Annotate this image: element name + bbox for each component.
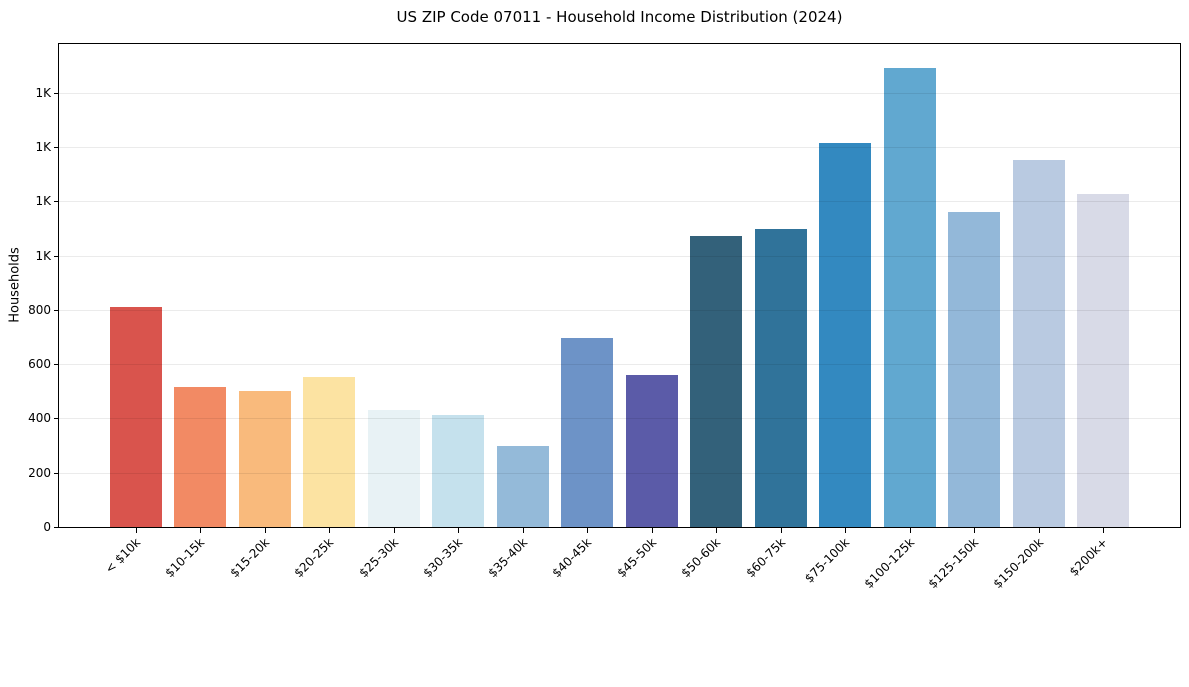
y-tick-mark	[54, 92, 59, 94]
x-tick-label: $50-60k	[678, 535, 724, 581]
bar	[1077, 193, 1130, 527]
y-tick-label: 0	[43, 520, 51, 534]
x-tick-label: $150-200k	[990, 535, 1046, 591]
bar	[496, 446, 549, 527]
x-tick-label: $25-30k	[356, 535, 401, 581]
x-tick-label: $200k+	[1066, 535, 1111, 579]
bar	[303, 376, 356, 527]
y-tick-label: 1K	[35, 194, 51, 209]
x-tick-label: $35-40k	[485, 535, 530, 581]
bar	[625, 374, 678, 527]
figure: { "chart_data": { "type": "bar", "title"…	[7, 8, 1181, 591]
y-tick-label: 1K	[35, 248, 51, 263]
bar	[1012, 159, 1065, 527]
x-tick-mark	[845, 528, 847, 533]
bar	[238, 390, 291, 527]
x-tick-mark	[587, 528, 589, 533]
y-tick-label: 400	[28, 411, 51, 426]
x-tick-label: $40-45k	[549, 535, 595, 581]
x-tick-mark	[974, 528, 976, 533]
bar	[948, 211, 1001, 527]
y-tick-label: 200	[28, 465, 51, 480]
gridline	[59, 418, 1180, 420]
plot-area	[58, 43, 1181, 528]
x-tick-mark	[651, 528, 653, 533]
y-tick-label: 600	[28, 357, 51, 372]
x-tick-mark	[909, 528, 911, 533]
y-tick-mark	[54, 472, 59, 474]
y-tick-label: 1K	[35, 85, 51, 100]
bar	[174, 386, 227, 527]
x-tick-mark	[522, 528, 524, 533]
y-tick-mark	[54, 309, 59, 311]
y-tick-mark	[54, 147, 59, 149]
bar	[819, 142, 872, 527]
bar	[367, 410, 420, 527]
x-tick-label: $60-75k	[743, 535, 788, 581]
bar	[109, 307, 162, 527]
y-tick-mark	[54, 527, 59, 528]
x-tick-mark	[716, 528, 718, 533]
x-tick-mark	[264, 528, 266, 533]
gridline	[59, 147, 1180, 149]
x-tick-label: $125-150k	[925, 535, 982, 591]
x-tick-mark	[458, 528, 460, 533]
x-tick-mark	[1038, 528, 1040, 533]
gridline	[59, 309, 1180, 311]
x-tick-label: $10-15k	[162, 535, 208, 581]
y-tick-mark	[54, 364, 59, 366]
gridline	[59, 92, 1180, 94]
x-tick-label: $20-25k	[291, 535, 337, 581]
y-tick-mark	[54, 201, 59, 203]
chart-title: US ZIP Code 07011 - Household Income Dis…	[396, 8, 843, 26]
gridline	[59, 472, 1180, 474]
gridline	[59, 201, 1180, 203]
x-tick-label: $30-35k	[420, 535, 466, 581]
x-tick-mark	[329, 528, 331, 533]
x-tick-mark	[780, 528, 782, 533]
x-tick-mark	[393, 528, 395, 533]
bar	[690, 236, 743, 527]
gridline	[59, 255, 1180, 257]
gridline	[59, 364, 1180, 366]
y-tick-label: 800	[28, 302, 51, 317]
bar	[561, 337, 614, 527]
x-tick-label: $45-50k	[614, 535, 659, 581]
x-tick-label: $15-20k	[227, 535, 272, 581]
x-tick-mark	[200, 528, 202, 533]
y-tick-mark	[54, 418, 59, 420]
x-tick-mark	[135, 528, 137, 533]
x-tick-label: $100-125k	[861, 535, 917, 591]
bar	[754, 229, 807, 527]
y-tick-label: 1K	[35, 140, 51, 155]
y-tick-mark	[54, 255, 59, 257]
bar	[883, 67, 936, 527]
x-tick-mark	[1103, 528, 1105, 533]
x-tick-label: $75-100k	[802, 535, 853, 586]
bar	[432, 415, 485, 527]
